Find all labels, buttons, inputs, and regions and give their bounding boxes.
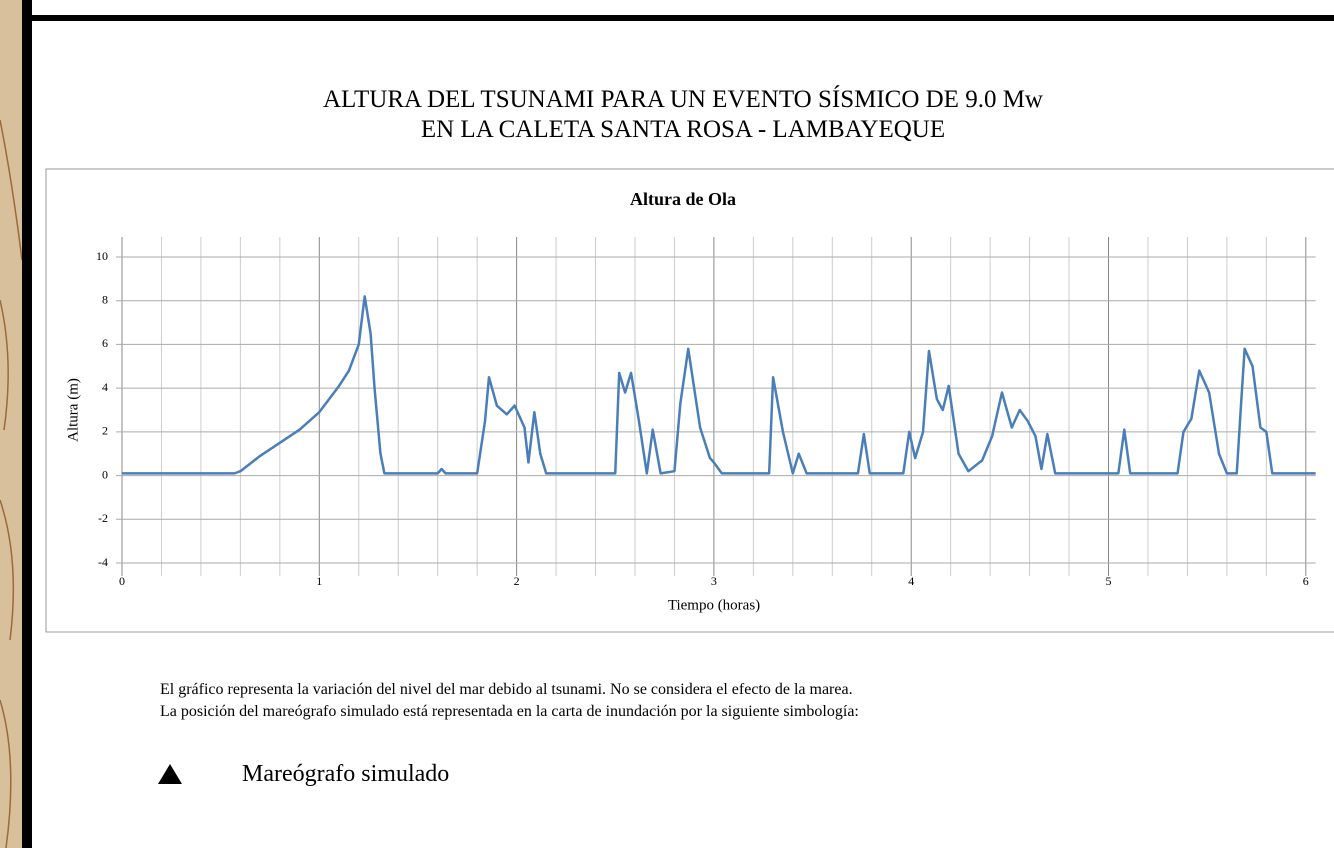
x-tick-label: 5 bbox=[1106, 574, 1112, 588]
x-tick-label: 2 bbox=[514, 574, 520, 588]
y-tick-label: -2 bbox=[98, 511, 108, 525]
y-tick-label: 8 bbox=[102, 292, 108, 306]
x-tick-label: 6 bbox=[1303, 574, 1309, 588]
y-axis-label: Altura (m) bbox=[65, 378, 81, 442]
x-tick-label: 4 bbox=[908, 574, 914, 588]
x-axis-label: Tiempo (horas) bbox=[668, 597, 760, 613]
series-line bbox=[122, 296, 1316, 473]
y-tick-label: -4 bbox=[98, 555, 108, 569]
y-tick-label: 6 bbox=[102, 336, 108, 350]
note: El gráfico representa la variación del n… bbox=[160, 681, 853, 699]
x-tick-label: 1 bbox=[316, 574, 322, 588]
chart-title: Altura de Ola bbox=[630, 189, 736, 209]
triangle-icon bbox=[155, 760, 185, 790]
note: La posición del mareógrafo simulado está… bbox=[160, 703, 859, 721]
y-tick-label: 2 bbox=[102, 424, 108, 438]
page: ALTURA DEL TSUNAMI PARA UN EVENTO SÍSMIC… bbox=[0, 0, 1334, 848]
document: ALTURA DEL TSUNAMI PARA UN EVENTO SÍSMIC… bbox=[0, 0, 1334, 848]
y-tick-label: 4 bbox=[102, 380, 108, 394]
x-tick-label: 0 bbox=[119, 574, 125, 588]
y-tick-label: 10 bbox=[96, 249, 108, 263]
y-tick-label: 0 bbox=[102, 467, 108, 481]
legend-label: Mareógrafo simulado bbox=[242, 761, 449, 788]
x-tick-label: 3 bbox=[711, 574, 717, 588]
